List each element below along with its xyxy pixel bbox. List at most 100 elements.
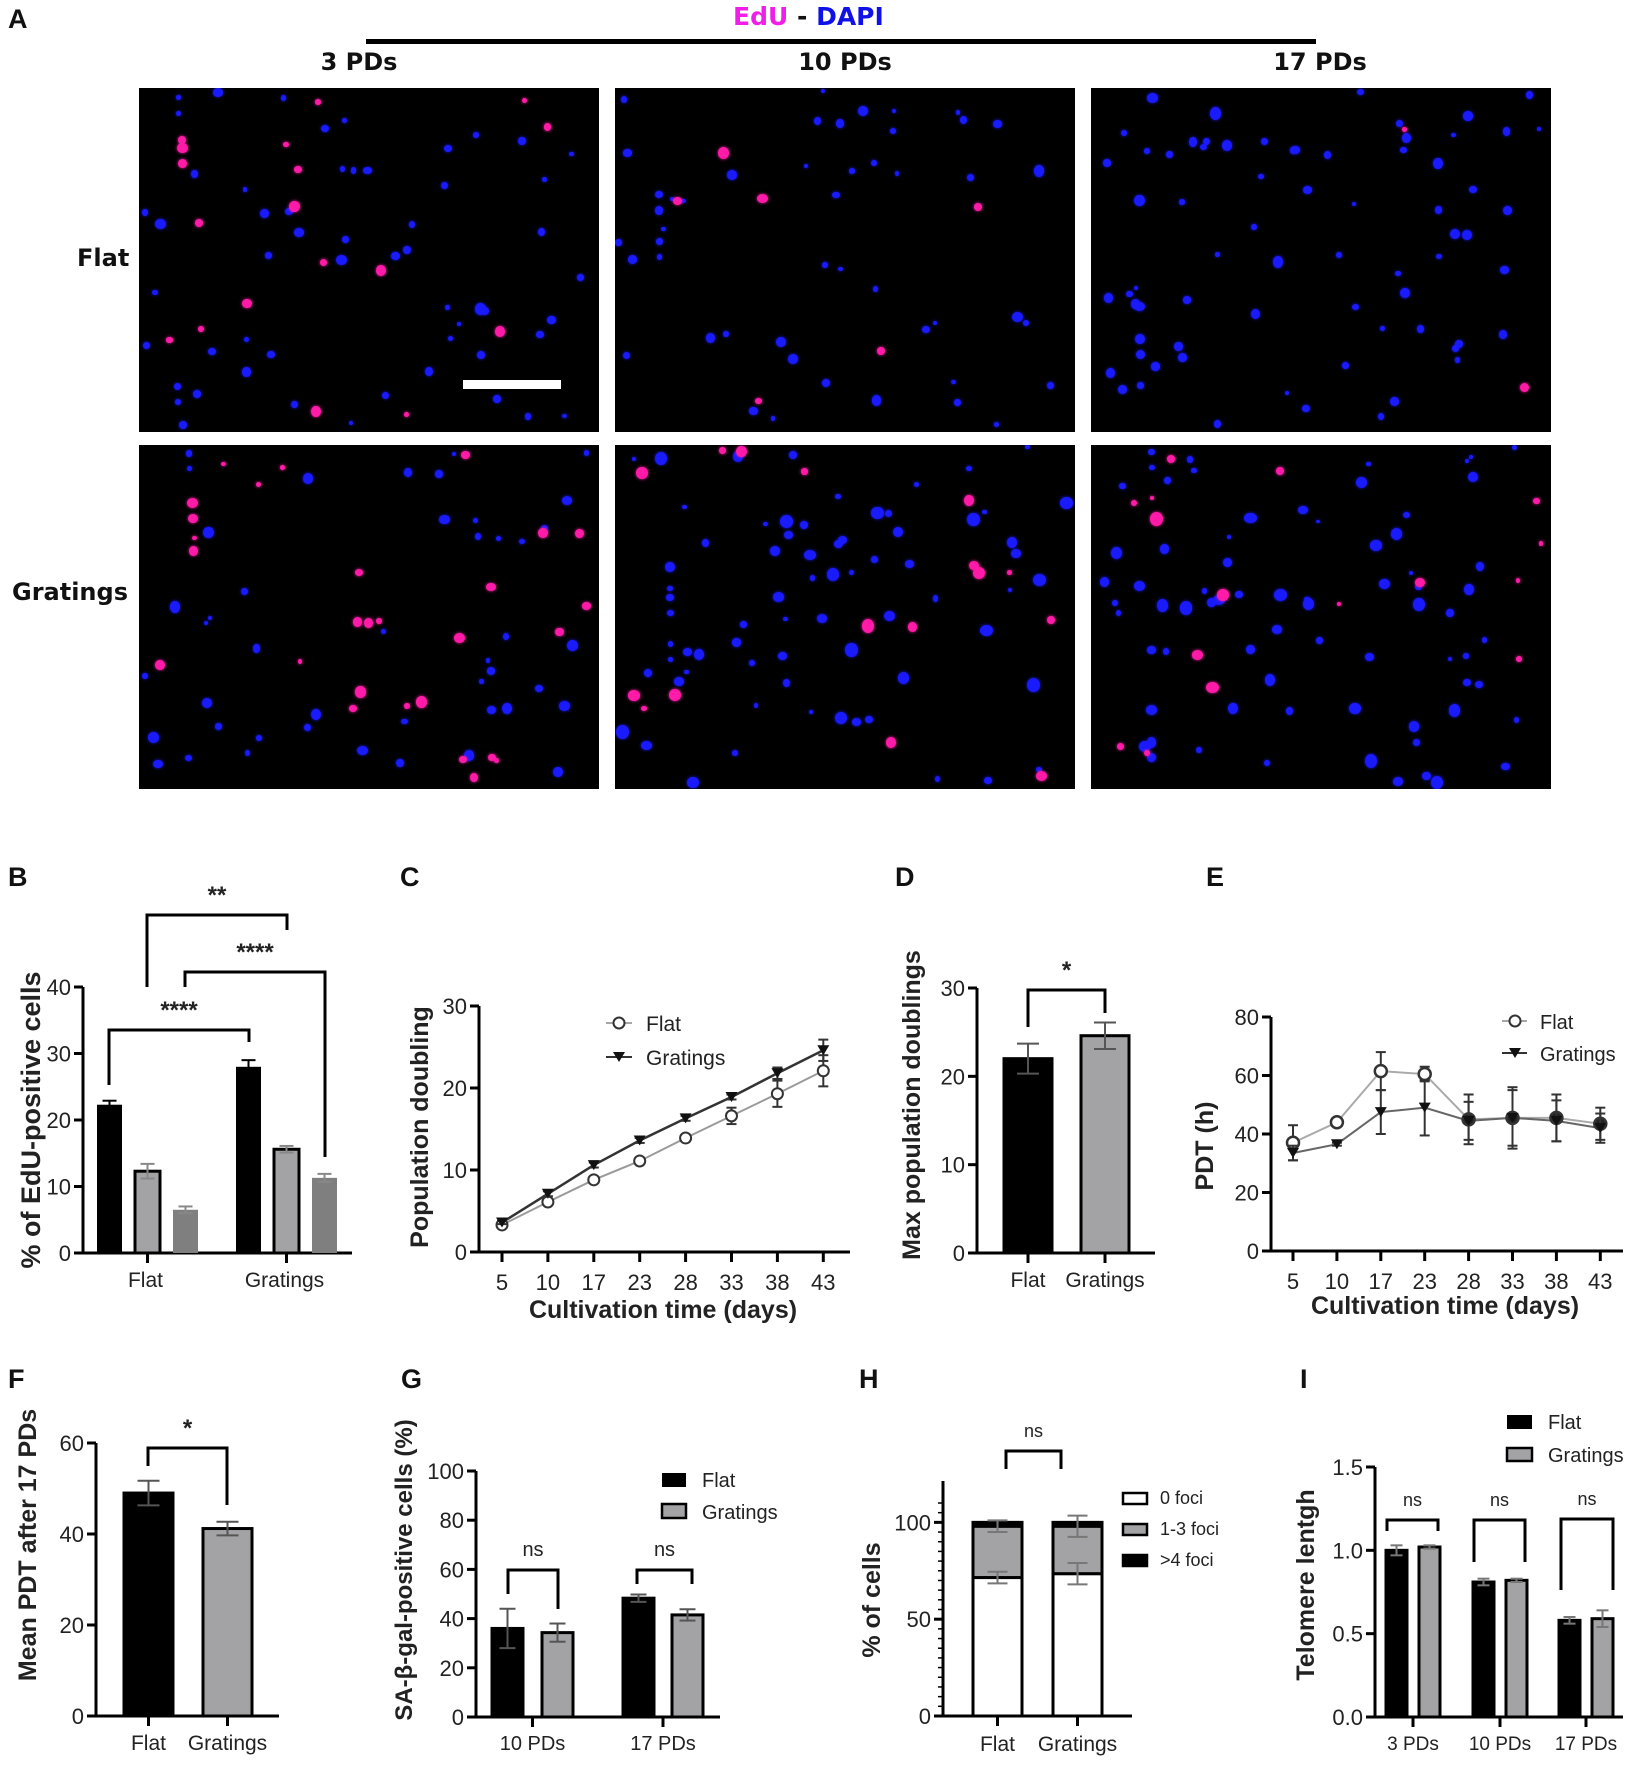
dapi-nucleus xyxy=(615,725,629,740)
dapi-nucleus xyxy=(266,350,276,359)
dapi-nucleus xyxy=(1285,707,1294,716)
dapi-nucleus xyxy=(1379,326,1385,331)
edu-nucleus xyxy=(194,219,203,228)
dapi-nucleus xyxy=(1100,577,1110,587)
dapi-nucleus xyxy=(542,176,548,183)
dapi-nucleus xyxy=(1145,705,1157,716)
dapi-nucleus xyxy=(660,226,666,232)
legend-gratings-label: Gratings xyxy=(646,1047,725,1070)
x-tick-label: 33 xyxy=(719,1270,743,1295)
edu-nucleus xyxy=(1205,681,1219,693)
panel-letter-d: D xyxy=(895,862,915,892)
dapi-nucleus xyxy=(1244,512,1257,524)
edu-nucleus xyxy=(1150,512,1163,527)
panel-letter-f: F xyxy=(8,1364,25,1394)
dapi-nucleus xyxy=(739,620,748,628)
dapi-nucleus xyxy=(1498,330,1507,339)
dapi-nucleus xyxy=(1174,341,1183,352)
micrograph-gratings-3pds xyxy=(139,445,599,789)
dapi-nucleus xyxy=(179,420,188,429)
x-tick-label: 38 xyxy=(1544,1269,1568,1294)
dapi-nucleus xyxy=(621,95,628,103)
dapi-nucleus xyxy=(1258,174,1265,180)
dapi-nucleus xyxy=(486,706,497,715)
dapi-nucleus xyxy=(175,95,181,100)
dapi-nucleus xyxy=(1399,287,1410,299)
dapi-nucleus xyxy=(567,640,579,652)
dapi-nucleus xyxy=(1455,340,1464,348)
dapi-nucleus xyxy=(408,220,415,228)
dapi-nucleus xyxy=(993,422,999,427)
edu-nucleus xyxy=(470,773,479,783)
marker-circle xyxy=(1417,1066,1432,1082)
dapi-nucleus xyxy=(1191,467,1197,474)
edu-nucleus xyxy=(363,618,374,628)
dapi-nucleus xyxy=(443,144,453,153)
dapi-nucleus xyxy=(142,673,149,679)
dapi-nucleus xyxy=(213,88,223,97)
dapi-nucleus xyxy=(244,750,251,757)
significance-bracket xyxy=(1559,1517,1615,1590)
x-tick-label: 33 xyxy=(1500,1269,1524,1294)
dapi-nucleus xyxy=(748,659,755,666)
edu-nucleus xyxy=(885,737,897,748)
dapi-nucleus xyxy=(1297,505,1308,515)
edu-nucleus xyxy=(352,616,362,627)
dapi-nucleus xyxy=(921,325,930,333)
marker-triangle xyxy=(1418,1102,1431,1113)
edu-nucleus xyxy=(458,756,467,764)
line-flat xyxy=(1292,1070,1601,1144)
chart-i-telomere: 0.0 0.5 1.0 1.5 Telomere lentgh 3 PDs 10 PDs 17… xyxy=(1292,1412,1624,1755)
y-tick-label: 40 xyxy=(47,975,71,1000)
bar-gratings xyxy=(201,1527,254,1718)
dapi-nucleus xyxy=(809,575,816,582)
dapi-nucleus xyxy=(769,546,781,556)
dapi-nucleus xyxy=(683,669,689,675)
dapi-nucleus xyxy=(185,754,193,761)
marker-circle xyxy=(725,1109,738,1123)
edu-nucleus xyxy=(538,528,548,538)
edu-nucleus xyxy=(1149,496,1155,501)
line-gratings xyxy=(1292,1106,1601,1154)
dapi-nucleus xyxy=(1210,107,1221,120)
dapi-nucleus xyxy=(1133,286,1139,291)
dapi-nucleus xyxy=(208,347,216,356)
dapi-nucleus xyxy=(1214,420,1222,428)
legend-flat-icon xyxy=(1508,1014,1522,1028)
dapi-nucleus xyxy=(1284,390,1290,396)
significance-label: **** xyxy=(160,997,198,1024)
legend-flat-label: Flat xyxy=(1540,1012,1574,1034)
dapi-nucleus xyxy=(1228,702,1239,715)
x-tick-label: 28 xyxy=(673,1270,697,1295)
edu-nucleus xyxy=(280,465,285,470)
dapi-nucleus xyxy=(1148,464,1155,471)
dapi-nucleus xyxy=(152,759,163,769)
significance-bracket xyxy=(107,1028,251,1085)
edu-nucleus xyxy=(736,445,748,458)
bar-flat-0 xyxy=(97,1104,122,1253)
edu-nucleus xyxy=(964,494,974,506)
edu-nucleus xyxy=(178,135,187,144)
legend-label: 1-3 foci xyxy=(1160,1519,1219,1539)
dapi-nucleus xyxy=(1413,598,1426,612)
bar-10pds-gratings xyxy=(540,1631,575,1719)
dapi-nucleus xyxy=(1188,136,1198,147)
dapi-nucleus xyxy=(1503,127,1511,136)
dapi-nucleus xyxy=(656,254,663,260)
chart-g-sa-beta-gal: 0 20 40 60 80 100 SA-β-gal-positive cells (%) 1… xyxy=(391,1419,778,1755)
edu-nucleus xyxy=(187,498,199,509)
legend-label: >4 foci xyxy=(1160,1550,1214,1570)
significance-bracket xyxy=(183,970,327,1157)
bar-gratings xyxy=(1079,1034,1131,1255)
dapi-nucleus xyxy=(1402,132,1412,143)
dapi-nucleus xyxy=(1143,148,1150,154)
dapi-nucleus xyxy=(934,776,940,783)
dapi-nucleus xyxy=(303,723,311,731)
dapi-nucleus xyxy=(668,657,673,663)
dapi-nucleus xyxy=(1302,186,1313,195)
edu-nucleus xyxy=(297,658,303,664)
dapi-nucleus xyxy=(1147,645,1156,654)
y-tick-label: 20 xyxy=(941,1064,965,1089)
panel-letter-i: I xyxy=(1300,1364,1308,1394)
x-tick-label: 43 xyxy=(811,1270,835,1295)
